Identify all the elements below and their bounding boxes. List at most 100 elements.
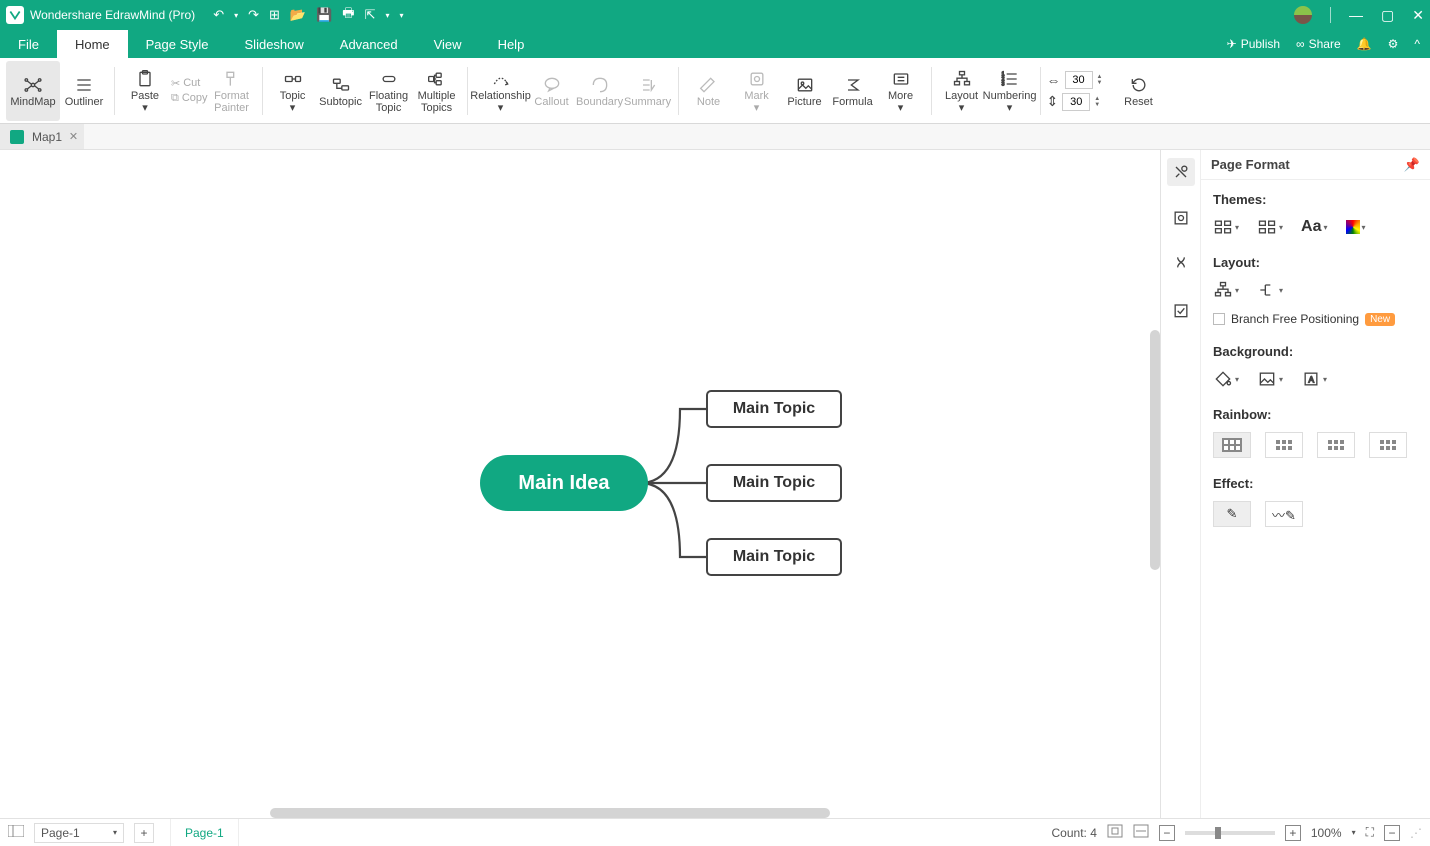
- theme-rainbow-button[interactable]: ▾: [1346, 220, 1366, 234]
- collapse-ribbon-icon[interactable]: ^: [1414, 37, 1420, 51]
- user-avatar-icon[interactable]: [1294, 6, 1312, 24]
- tab-advanced[interactable]: Advanced: [322, 30, 416, 58]
- outline-view-icon[interactable]: [8, 825, 24, 840]
- callout-button[interactable]: Callout: [528, 61, 576, 121]
- notification-icon[interactable]: 🔔: [1357, 37, 1372, 51]
- effect-option-2[interactable]: 〰✎: [1265, 501, 1303, 527]
- subtopic-button[interactable]: Subtopic: [317, 61, 365, 121]
- qa-more-icon[interactable]: ▾: [400, 11, 404, 20]
- bg-image-button[interactable]: ▾: [1257, 369, 1283, 389]
- redo-icon[interactable]: ↷: [248, 7, 259, 23]
- page-format-tab-icon[interactable]: [1167, 158, 1195, 186]
- theme-font-button[interactable]: Aa▾: [1301, 218, 1327, 236]
- note-button[interactable]: Note: [685, 61, 733, 121]
- layout-button[interactable]: Layout▾: [938, 61, 986, 121]
- collapse-panel-button[interactable]: −: [1384, 825, 1400, 841]
- branch-free-checkbox[interactable]: Branch Free Positioning New: [1213, 312, 1418, 326]
- close-tab-icon[interactable]: ✕: [69, 130, 78, 143]
- zoom-out-button[interactable]: −: [1159, 825, 1175, 841]
- bg-watermark-button[interactable]: A▾: [1301, 369, 1327, 389]
- fit-page-icon[interactable]: [1107, 824, 1123, 841]
- new-icon[interactable]: ⊞: [269, 7, 280, 23]
- share-button[interactable]: ∞Share: [1296, 37, 1341, 51]
- publish-button[interactable]: ✈Publish: [1227, 37, 1280, 51]
- maximize-button[interactable]: ▢: [1381, 7, 1394, 24]
- task-tab-icon[interactable]: [1167, 296, 1195, 324]
- mark-button[interactable]: Mark▾: [733, 61, 781, 121]
- zoom-in-button[interactable]: +: [1285, 825, 1301, 841]
- print-icon[interactable]: 🖶: [342, 4, 354, 26]
- cut-button[interactable]: ✂Cut: [171, 77, 208, 90]
- page-tab[interactable]: Page-1: [170, 819, 239, 846]
- reset-button[interactable]: Reset: [1115, 61, 1163, 121]
- boundary-button[interactable]: Boundary: [576, 61, 624, 121]
- rainbow-option-1[interactable]: [1213, 432, 1251, 458]
- tab-page-style[interactable]: Page Style: [128, 30, 227, 58]
- tab-view[interactable]: View: [416, 30, 480, 58]
- zoom-thumb[interactable]: [1215, 827, 1221, 839]
- summary-button[interactable]: Summary: [624, 61, 672, 121]
- main-topic-node[interactable]: Main Topic: [706, 538, 842, 576]
- central-topic-node[interactable]: Main Idea: [480, 455, 648, 511]
- style-tab-icon[interactable]: [1167, 250, 1195, 278]
- zoom-label: 100%: [1311, 826, 1342, 840]
- pin-icon[interactable]: 📌: [1404, 157, 1420, 173]
- undo-dropdown-icon[interactable]: ▾: [234, 11, 238, 20]
- topic-button[interactable]: Topic▾: [269, 61, 317, 121]
- formula-button[interactable]: Formula: [829, 61, 877, 121]
- add-page-button[interactable]: +: [134, 823, 154, 843]
- share-icon: ∞: [1296, 37, 1305, 51]
- zoom-dropdown-icon[interactable]: ▾: [1352, 828, 1356, 837]
- vertical-scrollbar[interactable]: [1150, 330, 1160, 570]
- undo-icon[interactable]: ↶: [213, 7, 224, 23]
- spacing-h-input[interactable]: [1065, 71, 1093, 89]
- spinner-arrows[interactable]: ▲▼: [1097, 74, 1103, 86]
- export-dropdown-icon[interactable]: ▾: [385, 11, 389, 20]
- numbering-button[interactable]: 123Numbering▾: [986, 61, 1034, 121]
- theme-tab-icon[interactable]: [1167, 204, 1195, 232]
- format-painter-button[interactable]: Format Painter: [208, 61, 256, 121]
- minimize-button[interactable]: —: [1349, 7, 1363, 23]
- spinner-arrows[interactable]: ▲▼: [1094, 96, 1100, 108]
- tab-home[interactable]: Home: [57, 30, 128, 58]
- copy-button[interactable]: ⧉Copy: [171, 92, 208, 105]
- layout-structure-button[interactable]: ▾: [1213, 280, 1239, 300]
- canvas[interactable]: Main Idea Main Topic Main Topic Main Top…: [0, 150, 1160, 818]
- relationship-button[interactable]: Relationship▾: [474, 61, 528, 121]
- paste-button[interactable]: Paste▾: [121, 61, 169, 121]
- mindmap-button[interactable]: MindMap: [6, 61, 60, 121]
- spacing-h-control[interactable]: ⇔▲▼: [1047, 71, 1103, 89]
- rainbow-option-4[interactable]: [1369, 432, 1407, 458]
- main-topic-node[interactable]: Main Topic: [706, 464, 842, 502]
- rainbow-option-2[interactable]: [1265, 432, 1303, 458]
- effect-option-1[interactable]: ✎: [1213, 501, 1251, 527]
- page-selector[interactable]: Page-1▾: [34, 823, 124, 843]
- fit-width-icon[interactable]: [1133, 824, 1149, 841]
- rainbow-option-3[interactable]: [1317, 432, 1355, 458]
- export-icon[interactable]: ⇱: [365, 7, 376, 23]
- theme-preset-button[interactable]: ▾: [1213, 217, 1239, 237]
- tab-slideshow[interactable]: Slideshow: [227, 30, 322, 58]
- outliner-button[interactable]: Outliner: [60, 61, 108, 121]
- picture-button[interactable]: Picture: [781, 61, 829, 121]
- document-tab[interactable]: Map1 ✕: [0, 124, 84, 149]
- tab-help[interactable]: Help: [480, 30, 543, 58]
- spacing-v-control[interactable]: ⇕▲▼: [1047, 93, 1103, 111]
- multiple-topics-button[interactable]: Multiple Topics: [413, 61, 461, 121]
- spacing-v-input[interactable]: [1062, 93, 1090, 111]
- open-icon[interactable]: 📂: [290, 7, 306, 23]
- layout-connector-button[interactable]: ▾: [1257, 280, 1283, 300]
- more-button[interactable]: More▾: [877, 61, 925, 121]
- tab-file[interactable]: File: [0, 30, 57, 58]
- theme-color-button[interactable]: ▾: [1257, 217, 1283, 237]
- fullscreen-icon[interactable]: ⛶: [1366, 825, 1374, 840]
- resize-grip-icon[interactable]: ⋰: [1410, 826, 1422, 840]
- floating-topic-button[interactable]: Floating Topic: [365, 61, 413, 121]
- zoom-slider[interactable]: [1185, 831, 1275, 835]
- main-topic-node[interactable]: Main Topic: [706, 390, 842, 428]
- close-button[interactable]: ✕: [1412, 7, 1424, 24]
- settings-icon[interactable]: ⚙: [1388, 37, 1399, 51]
- bg-fill-button[interactable]: ▾: [1213, 369, 1239, 389]
- horizontal-scrollbar[interactable]: [270, 808, 830, 818]
- save-icon[interactable]: 💾: [316, 7, 332, 23]
